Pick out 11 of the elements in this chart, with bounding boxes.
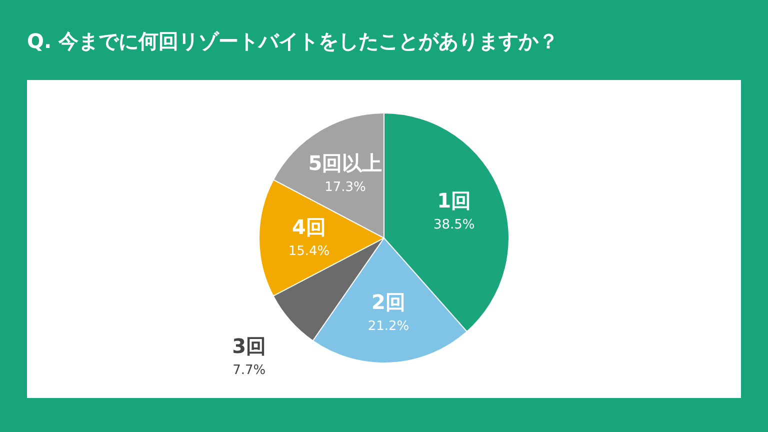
chart-title: Q. 今までに何回リゾートバイトをしたことがありますか？ <box>27 28 559 55</box>
data-label: 17.3% <box>324 180 366 195</box>
slice-label: 5回以上 <box>308 150 382 175</box>
slice-label: 3回 <box>232 334 266 358</box>
slice-label: 2回 <box>372 290 406 314</box>
data-label: 21.2% <box>368 318 410 334</box>
data-label: 15.4% <box>288 244 330 259</box>
data-label: 7.7% <box>232 363 266 378</box>
data-label: 38.5% <box>433 217 475 232</box>
slice-label: 4回 <box>292 214 326 239</box>
slice-label: 1回 <box>437 188 472 212</box>
